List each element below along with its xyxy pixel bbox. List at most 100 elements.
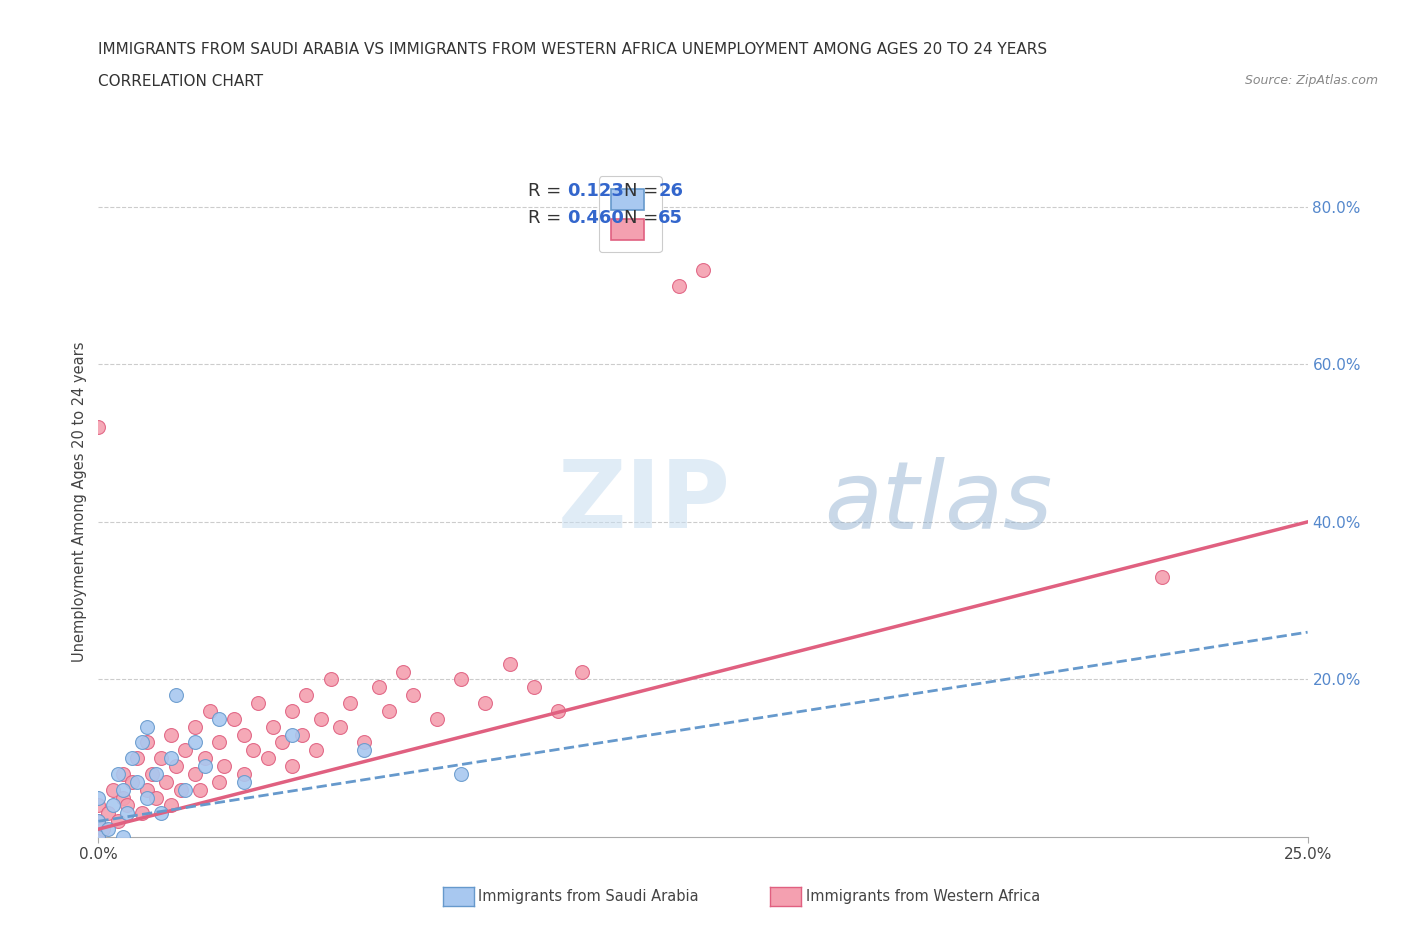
Point (498, 657, 520, 671)
Text: IMMIGRANTS FROM SAUDI ARABIA VS IMMIGRANTS FROM WESTERN AFRICA UNEMPLOYMENT AMON: IMMIGRANTS FROM SAUDI ARABIA VS IMMIGRAN… (98, 42, 1047, 57)
Point (97, 806, 120, 821)
Point (377, 703, 399, 718)
Text: Source: ZipAtlas.com: Source: ZipAtlas.com (1244, 74, 1378, 87)
Point (101, 798, 124, 813)
Text: N =: N = (624, 208, 665, 227)
Point (135, 719, 157, 734)
Point (165, 759, 187, 774)
Point (91, 822, 114, 837)
Y-axis label: Unemployment Among Ages 20 to 24 years: Unemployment Among Ages 20 to 24 years (72, 342, 87, 662)
Point (135, 790, 157, 805)
Point (121, 751, 143, 765)
Point (329, 719, 352, 734)
Point (402, 688, 425, 703)
Text: Immigrants from Saudi Arabia: Immigrants from Saudi Arabia (478, 889, 699, 904)
Point (198, 703, 221, 718)
Point (145, 766, 167, 781)
Point (668, 278, 690, 293)
Point (232, 727, 254, 742)
Point (87, 798, 110, 813)
Point (547, 703, 569, 718)
Point (523, 680, 546, 695)
Point (212, 759, 235, 774)
Text: N =: N = (624, 182, 665, 200)
Point (242, 743, 264, 758)
Point (392, 664, 415, 679)
Point (295, 688, 318, 703)
Point (117, 798, 139, 813)
Point (368, 680, 391, 695)
Point (127, 775, 149, 790)
Point (353, 743, 375, 758)
Point (174, 743, 197, 758)
Text: 0.123: 0.123 (568, 182, 624, 200)
Text: 26: 26 (658, 182, 683, 200)
Point (184, 719, 207, 734)
Text: atlas: atlas (824, 457, 1052, 548)
Point (145, 790, 167, 805)
Point (450, 766, 472, 781)
Point (121, 775, 143, 790)
Point (127, 751, 149, 765)
Point (184, 766, 207, 781)
Point (111, 790, 134, 805)
Point (87, 830, 110, 844)
Point (208, 711, 231, 726)
Text: Immigrants from Western Africa: Immigrants from Western Africa (806, 889, 1040, 904)
Point (353, 735, 375, 750)
Point (87, 830, 110, 844)
Point (232, 766, 254, 781)
Point (290, 727, 312, 742)
Point (131, 735, 153, 750)
Point (1152, 569, 1174, 584)
Point (160, 751, 183, 765)
Point (131, 806, 153, 821)
Point (101, 782, 124, 797)
Point (305, 743, 328, 758)
Point (281, 727, 304, 742)
Point (117, 806, 139, 821)
Point (474, 696, 496, 711)
Point (271, 735, 294, 750)
Point (87, 814, 110, 829)
Point (141, 766, 163, 781)
Point (135, 735, 157, 750)
Legend: , : , (599, 177, 662, 252)
Point (309, 711, 332, 726)
Text: ZIP: ZIP (558, 457, 731, 548)
Point (107, 766, 129, 781)
Point (692, 262, 714, 277)
Point (174, 782, 197, 797)
Point (111, 766, 134, 781)
Point (150, 751, 173, 765)
Point (208, 735, 231, 750)
Point (87, 420, 110, 435)
Point (87, 790, 110, 805)
Point (155, 775, 177, 790)
Text: 0.460: 0.460 (568, 208, 624, 227)
Text: 65: 65 (658, 208, 683, 227)
Point (107, 814, 129, 829)
Text: CORRELATION CHART: CORRELATION CHART (98, 74, 263, 89)
Point (111, 830, 134, 844)
Point (281, 703, 304, 718)
Point (232, 775, 254, 790)
Point (256, 751, 278, 765)
Point (111, 782, 134, 797)
Point (426, 711, 449, 726)
Text: R =: R = (527, 208, 567, 227)
Point (160, 798, 183, 813)
Point (87, 814, 110, 829)
Point (339, 696, 361, 711)
Point (135, 782, 157, 797)
Point (194, 751, 217, 765)
Point (319, 672, 342, 687)
Point (571, 664, 593, 679)
Point (222, 711, 245, 726)
Point (169, 782, 191, 797)
Point (262, 719, 284, 734)
Point (247, 696, 270, 711)
Point (97, 822, 120, 837)
Point (150, 806, 173, 821)
Point (160, 727, 183, 742)
